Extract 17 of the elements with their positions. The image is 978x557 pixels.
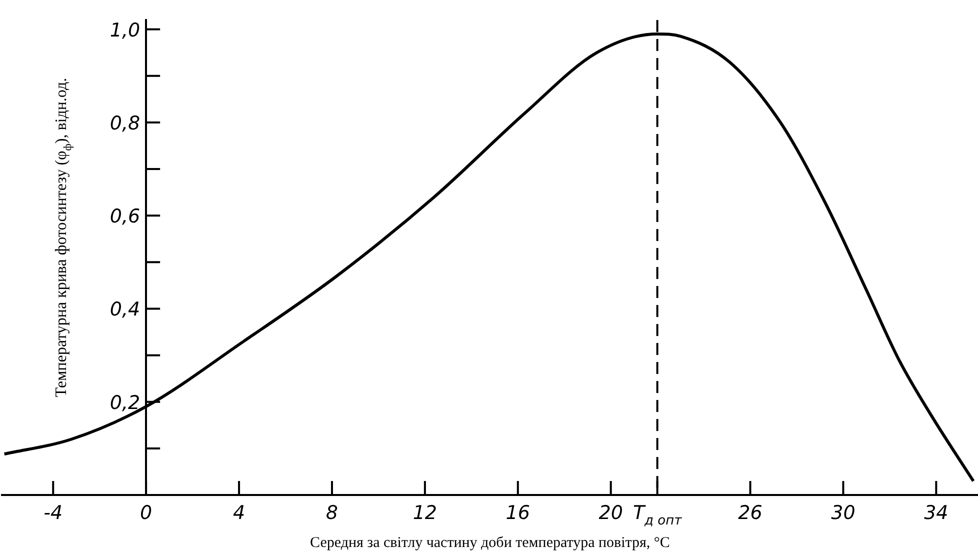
x-tick-label: 34: [924, 502, 948, 524]
x-tick-label: 16: [506, 502, 530, 524]
x-axis-title: Середня за світлу частину доби температура повітря, °C: [310, 535, 670, 551]
y-tick-label: 0,8: [110, 112, 140, 134]
y-tick-label: 1,0: [110, 19, 140, 42]
y-axis-title: Температурна крива фотосинтезу (φф), відн.од.: [53, 78, 74, 398]
x-tick-label: -4: [44, 502, 63, 524]
y-tick-label: 0,4: [110, 298, 140, 321]
x-tick-label: 4: [232, 502, 246, 524]
x-tick-label: 20: [598, 502, 623, 524]
y-tick-label: 0,2: [110, 392, 140, 414]
x-tick-label: 30: [831, 502, 856, 524]
x-tick-label: 8: [326, 502, 338, 524]
y-tick-label: 0,6: [110, 206, 140, 228]
x-tick-label: 0: [140, 502, 152, 524]
x-tick-label: 26: [738, 502, 762, 524]
x-tick-label: 12: [412, 502, 438, 524]
